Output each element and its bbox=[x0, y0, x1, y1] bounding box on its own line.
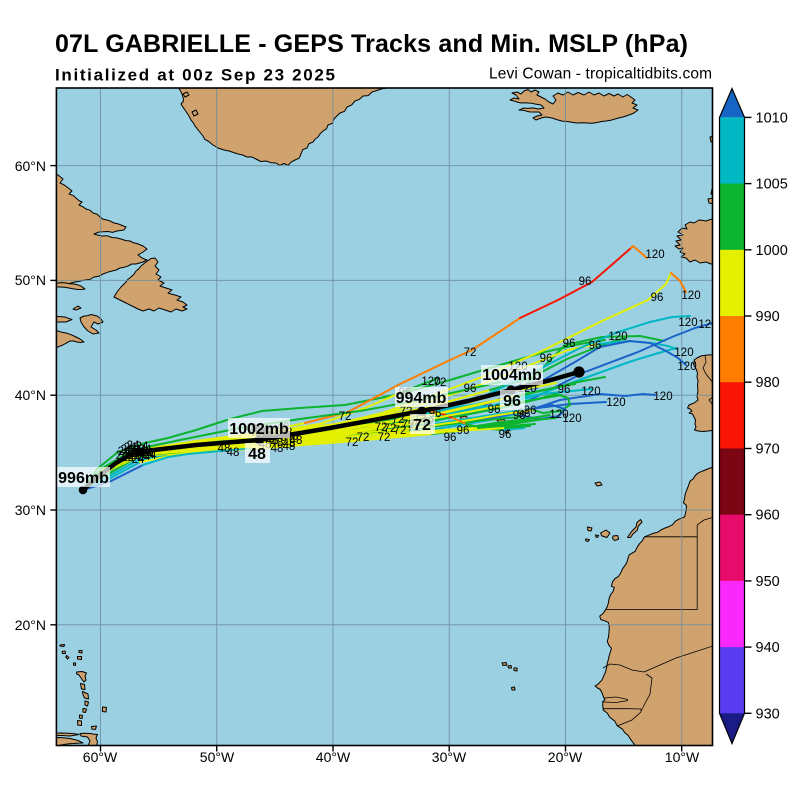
svg-text:120: 120 bbox=[645, 249, 664, 261]
svg-text:96: 96 bbox=[589, 340, 602, 352]
svg-text:120: 120 bbox=[549, 409, 568, 421]
svg-text:96: 96 bbox=[464, 383, 477, 395]
svg-text:96: 96 bbox=[444, 432, 457, 444]
svg-text:72: 72 bbox=[375, 422, 388, 434]
svg-text:96: 96 bbox=[558, 384, 571, 396]
svg-text:24: 24 bbox=[138, 451, 151, 463]
svg-text:96: 96 bbox=[579, 276, 592, 288]
svg-text:96: 96 bbox=[488, 404, 501, 416]
svg-text:48: 48 bbox=[227, 447, 240, 459]
svg-text:72: 72 bbox=[434, 377, 447, 389]
svg-text:996mb: 996mb bbox=[58, 470, 109, 487]
svg-text:980: 980 bbox=[756, 375, 780, 391]
svg-text:994mb: 994mb bbox=[396, 390, 447, 407]
svg-text:20°N: 20°N bbox=[15, 617, 46, 633]
svg-text:96: 96 bbox=[513, 410, 526, 422]
svg-text:07L GABRIELLE - GEPS Tracks an: 07L GABRIELLE - GEPS Tracks and Min. MSL… bbox=[55, 30, 688, 58]
svg-text:960: 960 bbox=[756, 508, 780, 524]
svg-text:120: 120 bbox=[677, 361, 696, 373]
svg-text:96: 96 bbox=[457, 425, 470, 437]
svg-text:72: 72 bbox=[464, 347, 477, 359]
svg-text:120: 120 bbox=[698, 319, 717, 331]
svg-text:96: 96 bbox=[518, 408, 531, 420]
svg-text:60°N: 60°N bbox=[15, 158, 46, 174]
svg-text:1000: 1000 bbox=[756, 243, 788, 259]
svg-text:120: 120 bbox=[653, 391, 672, 403]
svg-text:48: 48 bbox=[271, 437, 284, 449]
svg-text:30°W: 30°W bbox=[432, 749, 467, 765]
svg-text:20°W: 20°W bbox=[548, 749, 583, 765]
svg-text:30°N: 30°N bbox=[15, 502, 46, 518]
svg-text:40°N: 40°N bbox=[15, 387, 46, 403]
svg-text:120: 120 bbox=[681, 290, 700, 302]
svg-text:930: 930 bbox=[756, 706, 780, 722]
svg-text:96: 96 bbox=[499, 429, 512, 441]
svg-text:48: 48 bbox=[248, 446, 266, 463]
svg-text:1004mb: 1004mb bbox=[482, 367, 542, 384]
svg-text:96: 96 bbox=[651, 292, 664, 304]
svg-text:990: 990 bbox=[756, 309, 780, 325]
svg-text:60°W: 60°W bbox=[83, 749, 118, 765]
svg-text:72: 72 bbox=[378, 432, 391, 444]
svg-text:96: 96 bbox=[503, 393, 521, 410]
svg-text:1010: 1010 bbox=[756, 110, 788, 126]
svg-text:1002mb: 1002mb bbox=[229, 421, 289, 438]
svg-text:48: 48 bbox=[218, 443, 231, 455]
svg-text:72: 72 bbox=[384, 423, 397, 435]
svg-text:48: 48 bbox=[283, 441, 296, 453]
svg-text:950: 950 bbox=[756, 574, 780, 590]
svg-text:50°W: 50°W bbox=[200, 749, 235, 765]
svg-text:72: 72 bbox=[339, 411, 352, 423]
svg-text:120: 120 bbox=[606, 397, 625, 409]
svg-text:96: 96 bbox=[563, 338, 576, 350]
svg-text:120: 120 bbox=[562, 413, 581, 425]
svg-text:940: 940 bbox=[756, 640, 780, 656]
svg-text:1005: 1005 bbox=[756, 177, 788, 193]
svg-text:120: 120 bbox=[608, 331, 627, 343]
svg-text:96: 96 bbox=[524, 405, 537, 417]
svg-text:120: 120 bbox=[581, 386, 600, 398]
svg-text:48: 48 bbox=[271, 443, 284, 455]
svg-text:24: 24 bbox=[132, 454, 145, 466]
svg-text:48: 48 bbox=[283, 438, 296, 450]
svg-text:970: 970 bbox=[756, 442, 780, 458]
svg-text:120: 120 bbox=[421, 376, 440, 388]
svg-text:50°N: 50°N bbox=[15, 272, 46, 288]
svg-text:48: 48 bbox=[290, 435, 303, 447]
svg-text:96: 96 bbox=[540, 353, 553, 365]
svg-text:72: 72 bbox=[413, 417, 431, 434]
svg-text:10°W: 10°W bbox=[665, 749, 700, 765]
svg-text:Initialized at 00z Sep 23 2025: Initialized at 00z Sep 23 2025 bbox=[55, 66, 335, 85]
svg-text:72: 72 bbox=[394, 425, 407, 437]
svg-text:40°W: 40°W bbox=[316, 749, 351, 765]
svg-text:72: 72 bbox=[346, 437, 359, 449]
svg-text:120: 120 bbox=[674, 347, 693, 359]
svg-text:120: 120 bbox=[678, 317, 697, 329]
svg-text:Levi Cowan - tropicaltidbits.c: Levi Cowan - tropicaltidbits.com bbox=[489, 66, 712, 83]
svg-text:72: 72 bbox=[357, 432, 370, 444]
